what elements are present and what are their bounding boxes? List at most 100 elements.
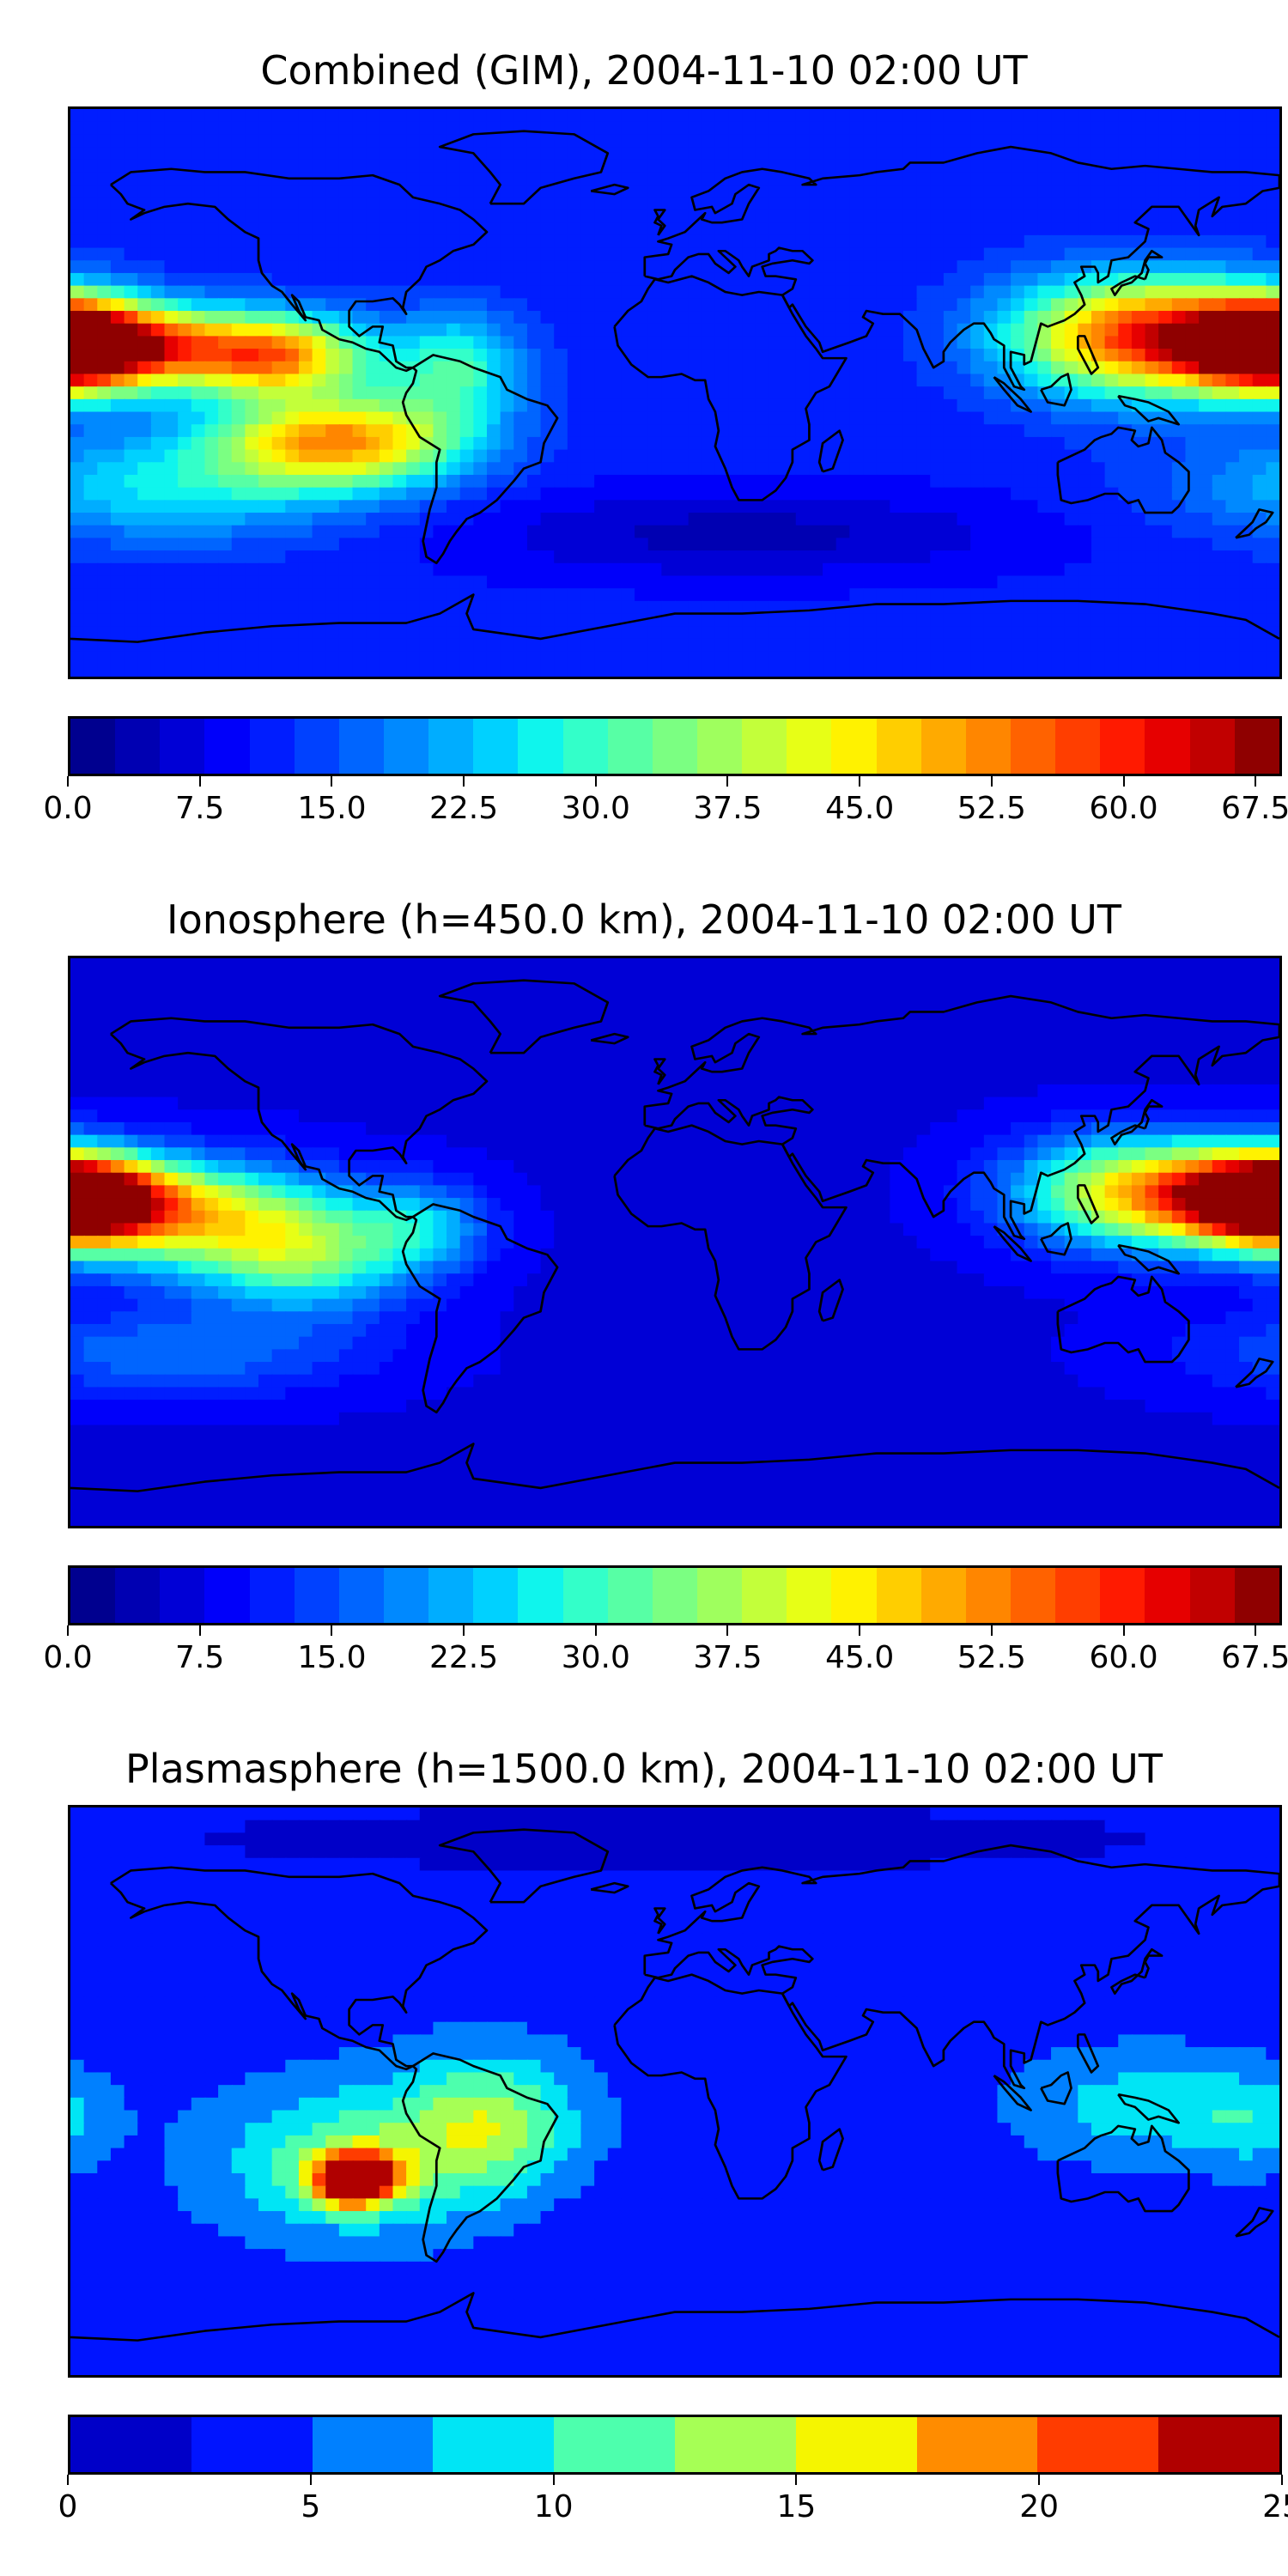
field-cell [835, 651, 851, 665]
field-cell [916, 323, 932, 337]
field-cell [124, 336, 139, 350]
field-cell [809, 147, 824, 161]
field-cell [809, 626, 824, 641]
field-cell [554, 121, 569, 136]
field-cell [1118, 1008, 1133, 1023]
field-cell [285, 575, 301, 590]
field-cell [1212, 323, 1227, 337]
field-cell [1037, 487, 1053, 501]
field-cell [983, 626, 999, 641]
field-cell [110, 538, 125, 552]
field-cell [621, 210, 636, 224]
field-cell [70, 525, 85, 539]
field-cell [325, 487, 341, 501]
field-cell [714, 361, 730, 375]
field-cell [1118, 513, 1133, 526]
field-cell [876, 121, 891, 136]
field-cell [500, 513, 515, 526]
colorbar-segment [652, 719, 697, 774]
field-cell [916, 121, 932, 136]
field-cell [876, 298, 891, 313]
colorbar-segment [294, 719, 339, 774]
field-cell [635, 600, 649, 615]
field-cell [540, 550, 556, 564]
field-cell [607, 285, 623, 300]
field-cell [513, 588, 529, 602]
field-cell [1037, 1008, 1053, 1023]
field-cell [540, 487, 556, 501]
field-cell [567, 562, 582, 577]
field-cell [191, 411, 206, 426]
field-cell [1064, 147, 1079, 161]
field-cell [178, 411, 192, 426]
field-cell [1011, 500, 1025, 514]
field-cell [621, 638, 636, 653]
tick-mark [594, 776, 597, 787]
field-cell [338, 311, 354, 325]
field-cell [271, 349, 287, 362]
field-cell [876, 285, 891, 300]
field-cell [1078, 664, 1093, 677]
field-cell [1064, 487, 1079, 501]
field-cell [795, 134, 811, 149]
field-cell [447, 1034, 461, 1048]
field-cell [110, 436, 125, 451]
field-cell [1037, 147, 1053, 161]
field-cell [486, 285, 501, 300]
field-cell [1171, 626, 1187, 641]
field-cell [1212, 134, 1227, 149]
field-cell [352, 349, 368, 362]
field-cell [1185, 513, 1200, 526]
field-cell [835, 1021, 851, 1036]
field-cell [245, 562, 260, 577]
field-cell [1266, 234, 1279, 249]
field-cell [285, 970, 301, 985]
field-cell [957, 298, 972, 313]
field-cell [1024, 172, 1039, 186]
field-cell [1131, 247, 1146, 262]
field-cell [164, 613, 179, 628]
field-cell [647, 311, 663, 325]
field-cell [204, 398, 220, 413]
field-cell [876, 638, 891, 653]
field-cell [459, 958, 475, 972]
field-cell [191, 500, 206, 514]
field-cell [1239, 462, 1254, 477]
field-cell [137, 197, 153, 211]
field-cell [285, 361, 301, 375]
field-cell [769, 336, 784, 350]
field-cell [137, 983, 153, 998]
field-cell [1185, 285, 1200, 300]
field-cell [150, 260, 166, 275]
field-cell [338, 575, 354, 590]
coastline [993, 376, 1032, 413]
field-cell [1199, 323, 1213, 337]
field-cell [191, 1008, 206, 1023]
field-cell [835, 210, 851, 224]
field-cell [1212, 247, 1227, 262]
field-cell [513, 1072, 529, 1085]
field-cell [970, 983, 985, 998]
field-cell [338, 349, 354, 362]
field-cell [983, 222, 999, 236]
field-cell [554, 1072, 569, 1085]
field-cell [647, 159, 663, 173]
field-cell [742, 638, 757, 653]
field-cell [1104, 513, 1120, 526]
field-cell [164, 474, 179, 489]
field-cell [231, 197, 246, 211]
field-cell [1266, 983, 1279, 998]
field-cell [1091, 525, 1106, 539]
field-cell [890, 436, 905, 451]
field-cell [447, 1021, 461, 1036]
field-cell [849, 958, 865, 972]
field-cell [635, 222, 649, 236]
field-cell [218, 121, 233, 136]
field-cell [352, 487, 368, 501]
field-cell [580, 323, 596, 337]
field-cell [83, 1021, 99, 1036]
field-cell [728, 562, 744, 577]
field-cell [1158, 210, 1174, 224]
field-cell [916, 983, 932, 998]
field-cell [607, 664, 623, 677]
